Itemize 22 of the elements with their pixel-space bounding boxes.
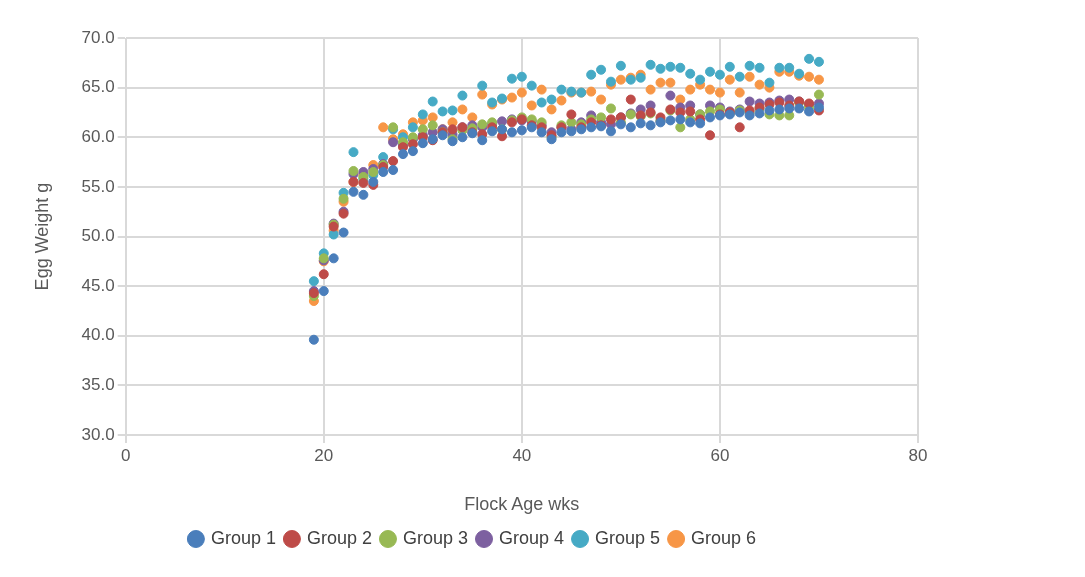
y-tick-label: 50.0 bbox=[81, 226, 115, 246]
legend-label: Group 6 bbox=[691, 527, 757, 548]
legend-label: Group 2 bbox=[306, 527, 372, 548]
legend-label: Group 5 bbox=[595, 527, 661, 548]
y-tick-label: 65.0 bbox=[81, 77, 115, 97]
legend-label: Group 1 bbox=[210, 527, 276, 548]
x-tick-label: 0 bbox=[120, 445, 131, 465]
y-tick-label: 35.0 bbox=[81, 375, 115, 395]
y-tick-label: 40.0 bbox=[81, 325, 115, 345]
y-axis-title: Egg Weight g bbox=[31, 182, 52, 291]
y-tick-label: 55.0 bbox=[81, 176, 115, 196]
y-tick-label: 60.0 bbox=[81, 126, 115, 146]
x-tick-label: 40 bbox=[512, 445, 532, 465]
x-tick-label: 80 bbox=[908, 445, 928, 465]
y-tick-label: 45.0 bbox=[81, 275, 115, 295]
x-tick-label: 60 bbox=[710, 445, 730, 465]
legend-label: Group 4 bbox=[499, 527, 565, 548]
legend-label: Group 3 bbox=[402, 527, 469, 548]
y-tick-label: 70.0 bbox=[81, 27, 115, 47]
x-tick-label: 20 bbox=[314, 445, 334, 465]
x-axis-title: Flock Age wks bbox=[464, 494, 580, 515]
y-tick-label: 30.0 bbox=[81, 424, 115, 444]
